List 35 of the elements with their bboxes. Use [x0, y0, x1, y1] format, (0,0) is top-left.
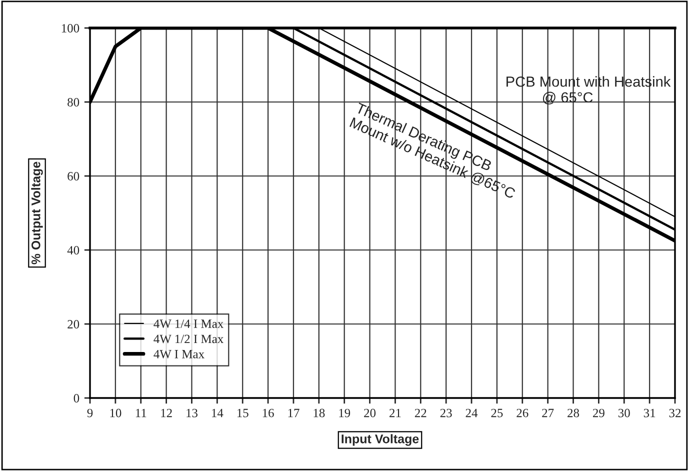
x-tick-label: 22: [414, 408, 426, 418]
y-tick-label: 0: [74, 394, 80, 402]
x-tick-label: 29: [592, 408, 604, 418]
x-tick-label: 18: [314, 408, 325, 418]
x-tick-label: 32: [669, 408, 681, 418]
y-tick-label: 100: [62, 24, 80, 32]
x-tick-label: 24: [466, 408, 478, 418]
x-tick-label: 27: [542, 408, 554, 418]
legend-label: 4W 1/4 I Max: [154, 320, 224, 328]
legend-label: 4W 1/2 I Max: [154, 334, 224, 344]
y-tick-label: 20: [68, 320, 80, 328]
x-tick-label: 11: [136, 408, 146, 418]
y-tick-label: 60: [68, 172, 80, 180]
x-tick-label: 21: [390, 408, 401, 418]
x-tick-label: 25: [491, 408, 503, 418]
x-tick-label: 16: [262, 408, 274, 418]
y-tick-label: 40: [67, 246, 80, 254]
x-tick-label: 15: [237, 408, 248, 418]
x-tick-label: 26: [516, 408, 528, 418]
y-axis-title: % Output Voltage: [31, 162, 43, 264]
x-tick-label: 9: [87, 408, 93, 418]
x-axis-title: Input Voltage: [342, 434, 419, 446]
legend-label: 4W I Max: [154, 350, 204, 358]
y-tick-label: 80: [68, 98, 80, 106]
x-tick-label: 28: [568, 408, 580, 418]
x-tick-label: 14: [212, 408, 224, 418]
x-tick-label: 19: [339, 408, 350, 418]
x-tick-label: 17: [288, 408, 300, 418]
x-tick-label: 13: [186, 408, 198, 418]
x-tick-label: 31: [644, 408, 656, 418]
x-tick-label: 10: [110, 408, 122, 418]
x-tick-label: 23: [440, 408, 452, 418]
x-tick-label: 20: [364, 408, 376, 418]
x-tick-label: 12: [161, 408, 172, 418]
x-tick-label: 30: [618, 408, 630, 418]
